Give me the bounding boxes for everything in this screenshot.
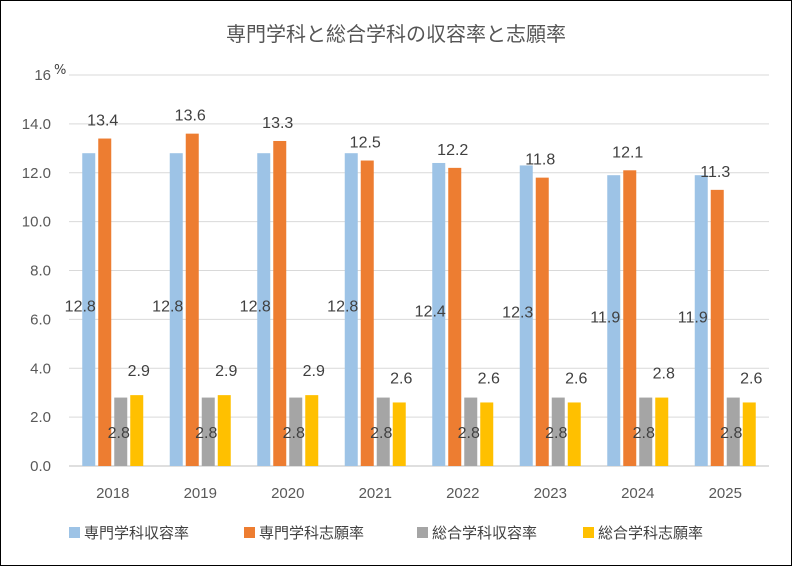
data-label: 2.6 bbox=[390, 370, 412, 387]
legend-swatch bbox=[244, 527, 255, 538]
x-tick-label: 2020 bbox=[271, 485, 304, 502]
data-label: 12.5 bbox=[350, 135, 381, 152]
data-label: 11.3 bbox=[700, 164, 730, 181]
legend-label: 専門学科収容率 bbox=[84, 524, 189, 542]
bar bbox=[519, 165, 533, 466]
x-axis-ticks: 2018 2019 2020 2021 2022 2023 2024 2025 bbox=[96, 485, 742, 502]
bar bbox=[639, 397, 653, 466]
bar bbox=[130, 395, 144, 466]
data-label: 13.4 bbox=[87, 113, 118, 130]
data-label: 2.6 bbox=[740, 370, 762, 387]
data-label: 2.6 bbox=[478, 370, 500, 387]
y-axis-unit: % bbox=[54, 63, 66, 78]
data-label: 2.8 bbox=[195, 425, 217, 442]
bar bbox=[114, 397, 128, 466]
bars bbox=[82, 133, 756, 467]
data-label: 12.8 bbox=[327, 299, 358, 316]
data-label: 2.8 bbox=[633, 425, 655, 442]
data-label: 12.2 bbox=[437, 142, 468, 159]
data-label: 13.3 bbox=[262, 115, 293, 132]
legend-label: 総合学科収容率 bbox=[432, 524, 537, 542]
bar bbox=[201, 397, 215, 466]
data-label: 2.8 bbox=[458, 425, 480, 442]
bar bbox=[694, 175, 708, 466]
data-label: 2.8 bbox=[653, 366, 675, 383]
bar bbox=[480, 402, 494, 466]
data-label: 2.9 bbox=[128, 363, 150, 380]
data-label: 2.8 bbox=[720, 425, 742, 442]
bar bbox=[344, 153, 358, 466]
legend-swatch bbox=[583, 527, 594, 538]
bar bbox=[305, 395, 319, 466]
y-tick-label: 4.0 bbox=[30, 360, 51, 377]
data-label: 12.8 bbox=[240, 299, 271, 316]
x-tick-label: 2025 bbox=[709, 485, 742, 502]
data-label: 2.9 bbox=[215, 363, 237, 380]
bar bbox=[551, 397, 565, 466]
y-tick-label: 2.0 bbox=[30, 409, 51, 426]
bar bbox=[464, 397, 478, 466]
data-label: 11.8 bbox=[525, 152, 555, 169]
data-label: 11.9 bbox=[678, 310, 708, 327]
data-label: 12.8 bbox=[152, 299, 183, 316]
bar bbox=[217, 395, 231, 466]
bar bbox=[607, 175, 621, 466]
x-tick-label: 2022 bbox=[446, 485, 479, 502]
data-label: 12.1 bbox=[612, 144, 643, 161]
chart-title: 専門学科と総合学科の収容率と志願率 bbox=[226, 22, 566, 46]
y-tick-label: 12.0 bbox=[22, 165, 51, 182]
data-label: 13.6 bbox=[175, 108, 206, 125]
bar bbox=[726, 397, 740, 466]
bar bbox=[98, 138, 112, 466]
bar bbox=[742, 402, 756, 466]
y-tick-label: 8.0 bbox=[30, 263, 51, 280]
data-label: 12.3 bbox=[502, 305, 533, 322]
data-label: 2.8 bbox=[370, 425, 392, 442]
data-labels: 12.8 13.4 2.8 2.9 12.8 13.6 2.8 2.9 12.8 13.3 2.8 2… bbox=[65, 108, 763, 442]
bar bbox=[567, 402, 581, 466]
x-tick-label: 2023 bbox=[534, 485, 567, 502]
bar bbox=[82, 153, 96, 466]
data-label: 2.8 bbox=[108, 425, 130, 442]
data-label: 12.4 bbox=[415, 303, 446, 320]
x-tick-label: 2019 bbox=[184, 485, 217, 502]
data-label: 2.6 bbox=[565, 370, 587, 387]
data-label: 11.9 bbox=[590, 310, 620, 327]
y-tick-label: 14.0 bbox=[22, 116, 51, 133]
y-tick-label: 10.0 bbox=[22, 214, 51, 231]
x-tick-label: 2018 bbox=[96, 485, 129, 502]
y-tick-label: 16 bbox=[34, 67, 51, 84]
bar bbox=[623, 170, 637, 466]
bar bbox=[710, 189, 724, 466]
bar bbox=[376, 397, 390, 466]
legend: 専門学科収容率 専門学科志願率 総合学科収容率 総合学科志願率 bbox=[69, 524, 703, 542]
data-label: 2.8 bbox=[545, 425, 567, 442]
bar bbox=[360, 160, 374, 466]
bar bbox=[289, 397, 303, 466]
legend-swatch bbox=[417, 527, 428, 538]
bar bbox=[392, 402, 406, 466]
data-label: 12.8 bbox=[65, 299, 96, 316]
data-label: 2.8 bbox=[283, 425, 305, 442]
data-label: 2.9 bbox=[303, 363, 325, 380]
bar bbox=[535, 177, 549, 466]
legend-label: 専門学科志願率 bbox=[259, 524, 364, 542]
bar bbox=[169, 153, 183, 466]
bar bbox=[185, 133, 199, 466]
y-axis-ticks: 0.0 2.0 4.0 6.0 8.0 10.0 12.0 14.0 16 bbox=[22, 67, 51, 475]
bar bbox=[432, 162, 446, 466]
bar bbox=[448, 167, 462, 467]
x-tick-label: 2021 bbox=[359, 485, 392, 502]
legend-label: 総合学科志願率 bbox=[598, 524, 703, 542]
gridlines bbox=[69, 74, 769, 467]
legend-swatch bbox=[69, 527, 80, 538]
bar bbox=[257, 153, 271, 466]
x-tick-label: 2024 bbox=[621, 485, 654, 502]
y-tick-label: 6.0 bbox=[30, 311, 51, 328]
bar bbox=[655, 397, 669, 466]
y-tick-label: 0.0 bbox=[30, 458, 51, 475]
bar bbox=[273, 140, 287, 466]
